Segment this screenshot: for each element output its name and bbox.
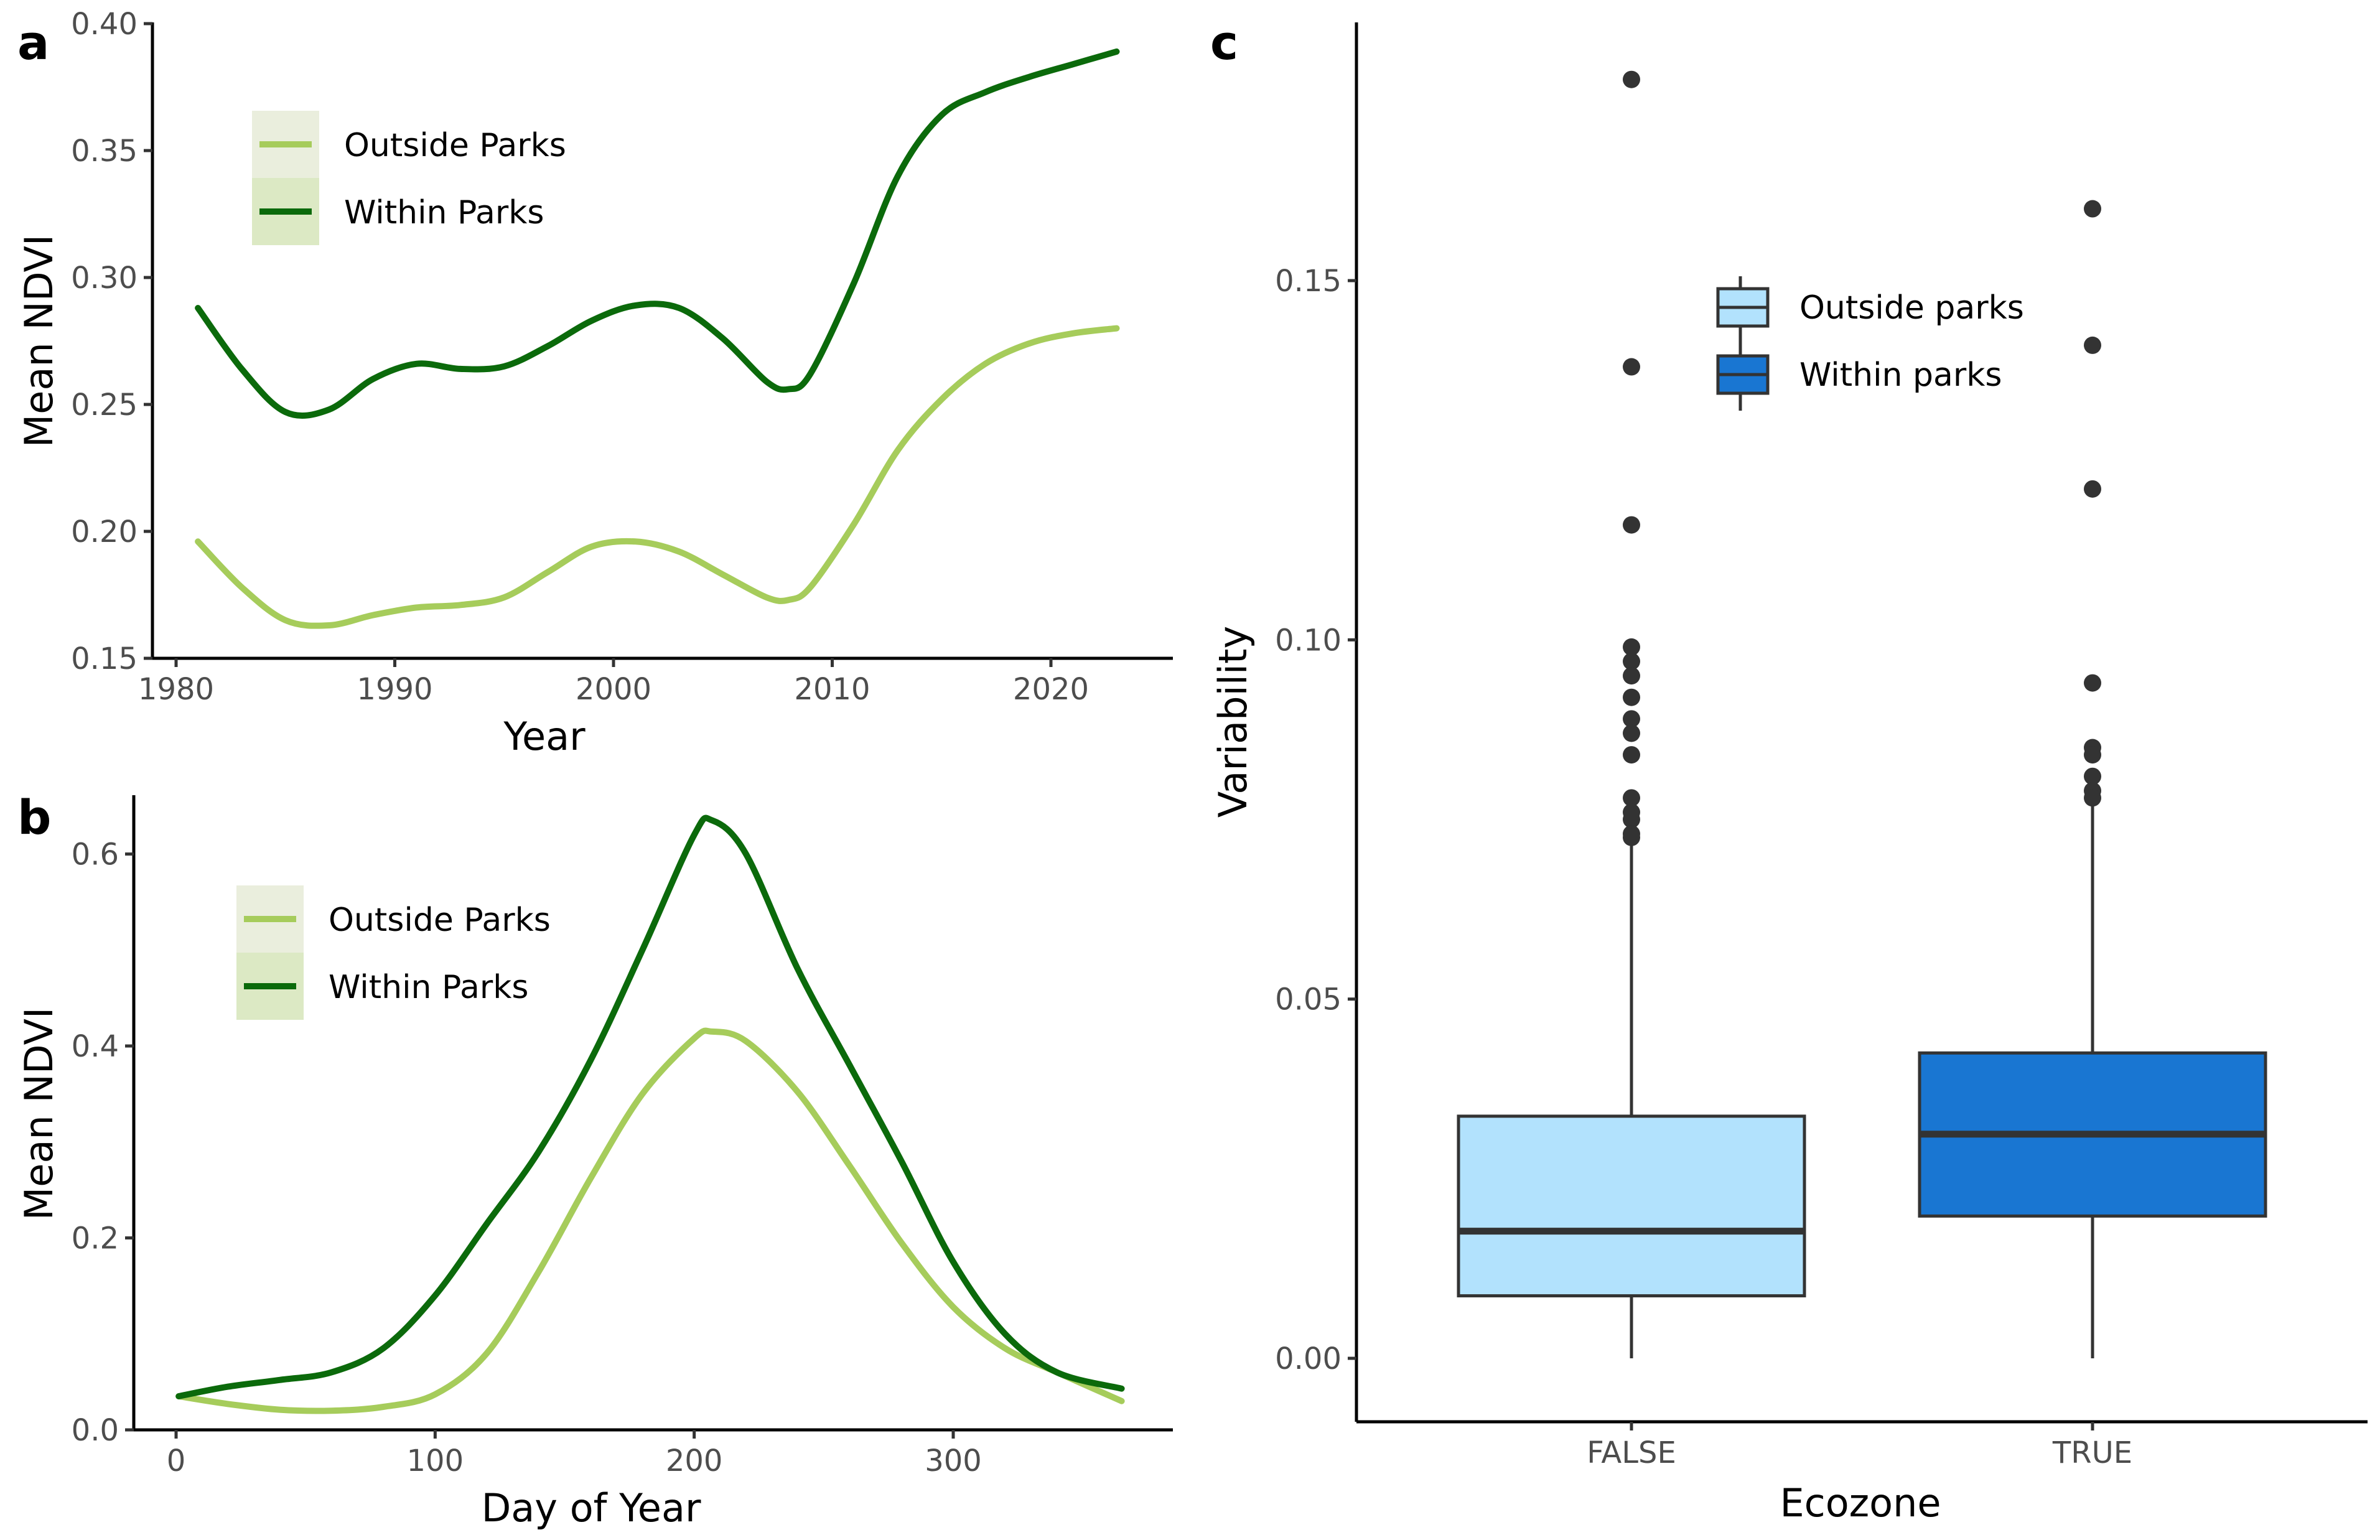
x-tick-label: 1980	[138, 672, 214, 707]
y-tick-label: 0.25	[71, 388, 138, 422]
legend: Outside parks Within parks	[1716, 276, 2024, 411]
x-axis-title: Ecozone	[1780, 1480, 1941, 1526]
outlier-point	[1623, 652, 1640, 670]
x-tick-label: 200	[666, 1444, 723, 1478]
panel-b: b 0.0 0.2 0.4 0.6 0 100 200 300 Day of Year Mean N…	[16, 790, 1173, 1531]
outlier-point	[1623, 811, 1640, 828]
y-tick-label: 0.0	[72, 1413, 119, 1448]
y-tick-label: 0.4	[72, 1029, 119, 1064]
legend-label: Outside Parks	[344, 127, 566, 164]
legend: Outside Parks Within Parks	[252, 111, 566, 245]
x-tick-label: 1990	[357, 672, 432, 707]
y-tick-label: 0.6	[72, 838, 119, 872]
y-tick-label: 0.05	[1275, 982, 1342, 1017]
outlier-point	[1623, 667, 1640, 685]
series-line-outside-parks	[175, 1027, 1125, 1414]
x-tick-label: 100	[407, 1444, 464, 1478]
y-tick-label: 0.00	[1275, 1342, 1342, 1376]
panel-label-b: b	[17, 790, 51, 845]
legend-label: Within Parks	[344, 194, 544, 231]
outlier-point	[2084, 480, 2101, 498]
outlier-point	[1623, 638, 1640, 656]
x-tick-label: 0	[167, 1444, 186, 1478]
x-tick-label: TRUE	[2052, 1435, 2132, 1470]
series-line-within-parks	[195, 48, 1120, 419]
outlier-point	[1623, 724, 1640, 742]
legend-label: Outside parks	[1799, 289, 2024, 327]
outlier-point	[1623, 746, 1640, 764]
panel-a: a 0.15 0.20 0.25 0.30 0.35 0.40 1980 1990 2000 201…	[16, 7, 1173, 759]
outlier-point	[1623, 710, 1640, 728]
outlier-point	[2084, 746, 2101, 764]
outlier-point	[1623, 70, 1640, 88]
y-axis-title: Variability	[1210, 626, 1256, 818]
box-body	[1457, 1114, 1806, 1298]
y-axis-title: Mean NDVI	[16, 1007, 62, 1220]
y-tick-label: 0.15	[71, 642, 138, 676]
legend: Outside Parks Within Parks	[236, 885, 551, 1020]
y-tick-label: 0.2	[72, 1221, 119, 1256]
outlier-point	[2084, 336, 2101, 354]
panel-c: c 0.00 0.05 0.10 0.15 FALSE TRUE Ecozone Variabi…	[1210, 15, 2368, 1526]
outlier-point	[1623, 828, 1640, 846]
panel-label-a: a	[17, 15, 49, 70]
x-tick-label: 2010	[794, 672, 870, 707]
y-tick-label: 0.15	[1275, 264, 1342, 299]
legend-label: Within Parks	[329, 969, 528, 1006]
y-tick-label: 0.35	[71, 134, 138, 169]
box-true	[1918, 200, 2267, 1358]
y-tick-label: 0.40	[71, 7, 138, 42]
outlier-point	[1623, 789, 1640, 807]
y-tick-label: 0.10	[1275, 623, 1342, 658]
x-tick-label: 2000	[576, 672, 651, 707]
legend-label: Outside Parks	[329, 902, 551, 939]
outlier-point	[2084, 789, 2101, 807]
outlier-point	[2084, 674, 2101, 692]
x-axis-title: Year	[503, 714, 586, 759]
x-tick-label: 2020	[1013, 672, 1089, 707]
series-line-within-parks	[175, 814, 1125, 1399]
outlier-point	[2084, 200, 2101, 218]
x-axis-title: Day of Year	[482, 1485, 701, 1531]
x-tick-label: 300	[925, 1444, 982, 1478]
y-axis-title: Mean NDVI	[16, 235, 62, 447]
x-tick-label: FALSE	[1587, 1435, 1676, 1470]
box-false	[1457, 70, 1806, 1358]
outlier-point	[1623, 358, 1640, 376]
series-line-outside-parks	[195, 325, 1120, 629]
outlier-point	[1623, 688, 1640, 706]
y-tick-label: 0.30	[71, 261, 138, 296]
outlier-point	[2084, 767, 2101, 785]
outlier-point	[1623, 516, 1640, 534]
legend-label: Within parks	[1799, 357, 2002, 394]
y-tick-label: 0.20	[71, 515, 138, 549]
panel-label-c: c	[1210, 15, 1238, 70]
